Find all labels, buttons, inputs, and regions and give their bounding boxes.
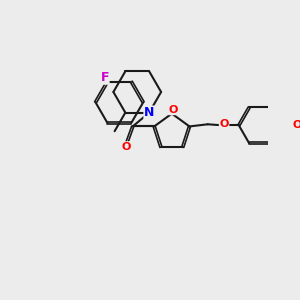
Text: N: N (144, 106, 154, 119)
Text: O: O (219, 119, 229, 129)
Text: F: F (100, 71, 109, 84)
Text: O: O (122, 142, 131, 152)
Text: O: O (169, 105, 178, 115)
Text: O: O (292, 120, 300, 130)
